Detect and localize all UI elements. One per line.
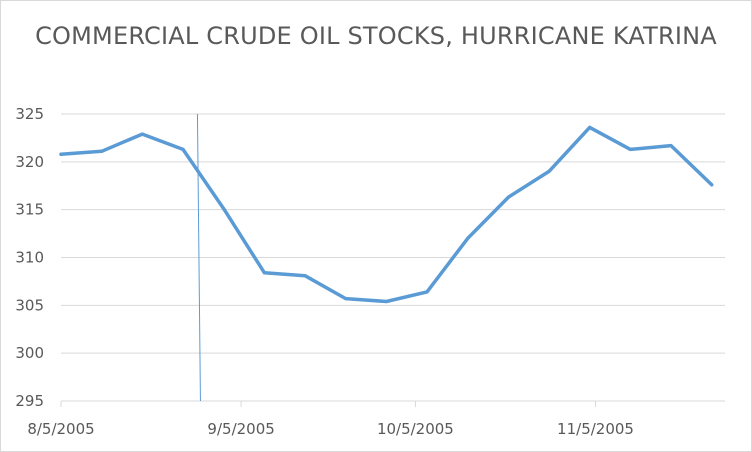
data-point <box>59 152 63 156</box>
x-tick-label: 8/5/2005 <box>27 420 94 438</box>
y-tick-label: 315 <box>15 201 44 219</box>
data-point <box>384 299 388 304</box>
data-point <box>262 271 266 275</box>
axes <box>60 400 725 407</box>
series-line <box>59 125 714 304</box>
x-tick-label: 11/5/2005 <box>557 420 634 438</box>
tick-labels: 325 320 315 310 305 300 295 8/5/2005 9/5/2005 10/… <box>15 105 634 438</box>
data-point <box>628 147 633 151</box>
data-point <box>466 236 470 240</box>
data-point <box>425 290 429 294</box>
data-point <box>669 144 673 148</box>
series-layer <box>59 125 714 304</box>
event-marker <box>196 113 201 402</box>
event-marker-line <box>196 113 201 402</box>
y-tick-label: 300 <box>15 344 44 362</box>
data-point <box>588 125 592 129</box>
chart-title: COMMERCIAL CRUDE OIL STOCKS, HURRICANE K… <box>35 22 717 50</box>
y-tick-label: 310 <box>15 249 44 267</box>
data-point <box>100 149 104 153</box>
x-tick-label: 9/5/2005 <box>207 420 274 438</box>
x-tick-label: 10/5/2005 <box>377 420 454 438</box>
y-tick-label: 305 <box>15 296 44 314</box>
data-point <box>506 195 510 199</box>
data-point <box>181 147 185 151</box>
y-tick-label: 325 <box>15 105 44 123</box>
data-point <box>140 132 144 136</box>
y-tick-label: 295 <box>15 392 44 410</box>
data-point <box>710 183 714 187</box>
data-point <box>222 207 226 211</box>
data-point <box>303 274 307 278</box>
gridlines <box>61 113 725 354</box>
data-point <box>547 169 551 173</box>
data-point <box>344 297 348 301</box>
y-tick-label: 320 <box>15 153 44 171</box>
